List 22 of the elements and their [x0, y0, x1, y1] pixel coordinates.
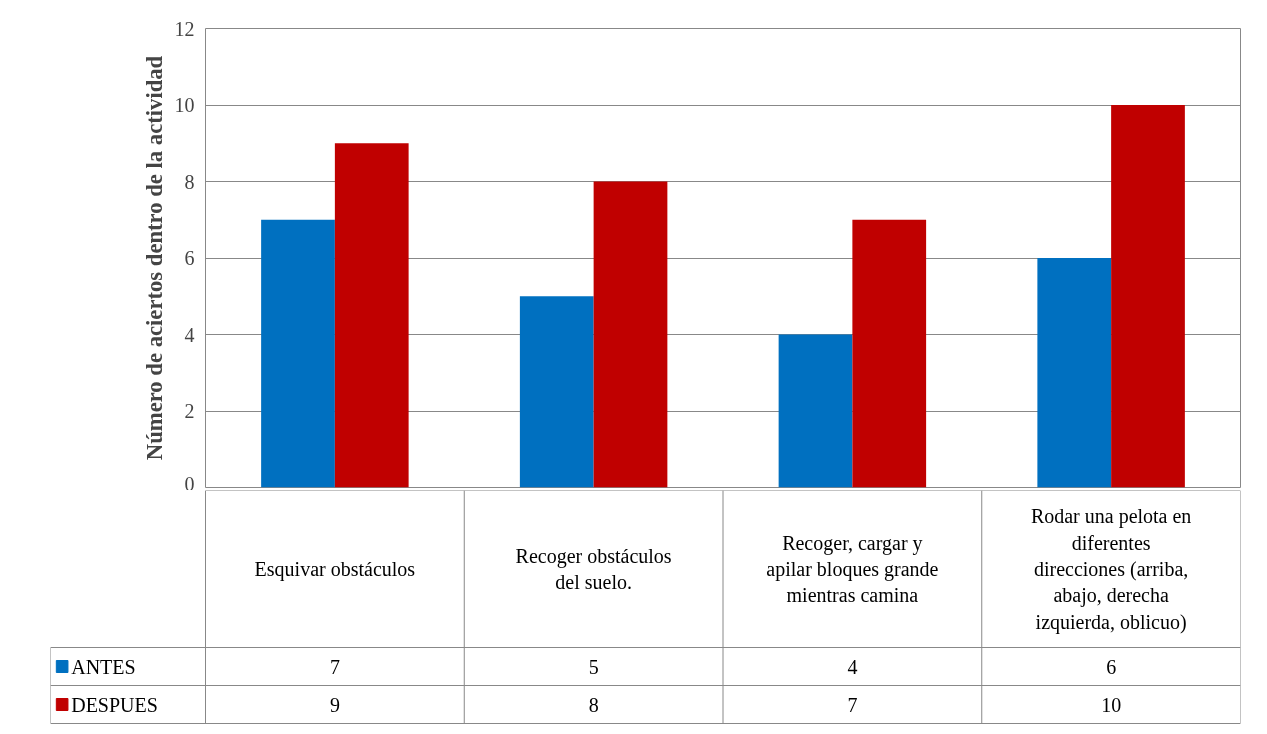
data-label: 7 [329, 655, 340, 678]
x-tick-label: Recoger obstáculos del suelo. [515, 544, 672, 594]
x-tick-label: Rodar una pelota en diferentes direcciones (arriba, abajo, derecha izquierda, oblicuo) [1030, 505, 1192, 634]
data-label: 4 [847, 655, 858, 678]
y-tick-label: 10 [174, 94, 195, 116]
x-tick-label: Esquivar obstáculos [254, 558, 416, 581]
x-tick-label: Recoger, cargar y apilar bloques grande mientras camina [766, 531, 939, 607]
data-label: 7 [847, 693, 858, 716]
data-label: 8 [588, 693, 599, 716]
y-tick-label: 2 [184, 400, 195, 422]
y-tick-label: 8 [184, 170, 195, 193]
data-label: 9 [329, 693, 340, 716]
legend-label: DESPUES [71, 693, 158, 716]
y-tick-label: 0 [184, 472, 195, 495]
y-tick-label: 12 [174, 17, 195, 40]
data-label: 10 [1101, 693, 1122, 716]
y-axis-title: Número de aciertos dentro de la actividad [141, 55, 167, 461]
data-label: 5 [588, 655, 599, 678]
data-label: 6 [1106, 655, 1117, 678]
y-tick-label: 6 [184, 247, 195, 269]
y-tick-label: 4 [184, 323, 195, 346]
legend-label: ANTES [71, 655, 136, 678]
